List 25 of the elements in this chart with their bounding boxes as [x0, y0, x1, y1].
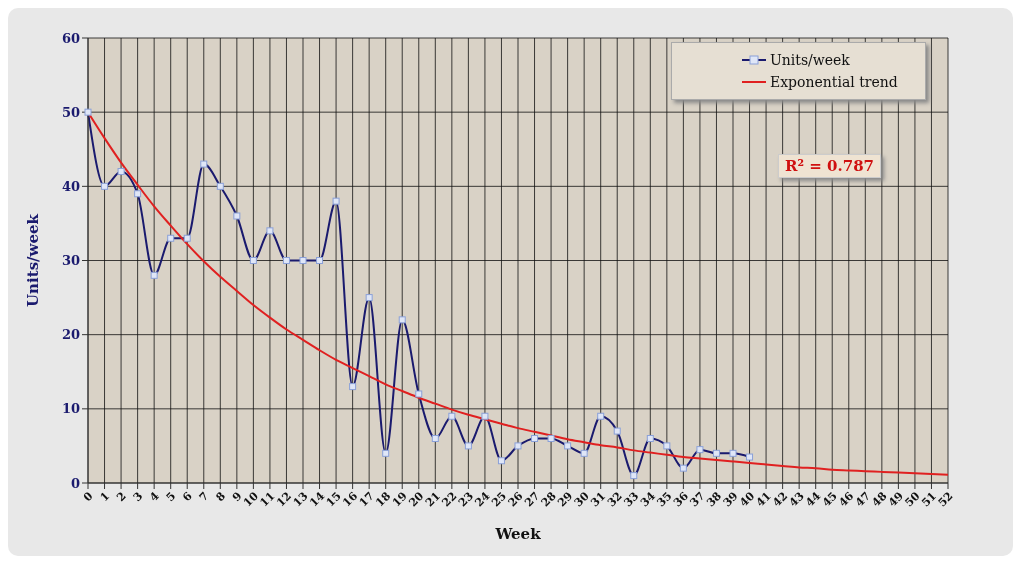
- x-tick-label: 4: [147, 489, 163, 505]
- x-tick-label: 9: [229, 489, 245, 505]
- y-tick-label: 0: [70, 475, 80, 491]
- legend-label: Exponential trend: [770, 74, 898, 90]
- x-axis-title: Week: [494, 525, 542, 543]
- x-tick-label: 3: [130, 489, 146, 505]
- x-tick-label: 8: [213, 489, 229, 505]
- y-axis-title: Units/week: [24, 213, 43, 307]
- x-tick-label: 21: [422, 489, 443, 510]
- x-tick-label: 5: [163, 489, 179, 505]
- x-tick-label: 6: [180, 489, 196, 505]
- y-tick-label: 20: [61, 327, 80, 343]
- x-tick-label: 1: [97, 489, 113, 505]
- x-tick-label: 7: [196, 489, 212, 505]
- x-tick-label: 32: [604, 489, 625, 510]
- x-tick-label: 52: [935, 489, 956, 510]
- y-tick-label: 40: [61, 178, 80, 194]
- x-tick-label: 0: [81, 489, 96, 505]
- x-tick-label: 2: [114, 489, 129, 505]
- legend-label: Units/week: [770, 52, 850, 68]
- y-tick-label: 30: [61, 253, 80, 269]
- y-tick-label: 50: [61, 104, 80, 120]
- y-tick-label: 60: [61, 30, 80, 46]
- y-tick-label: 10: [61, 401, 80, 417]
- annotation: R² = 0.787: [778, 154, 882, 178]
